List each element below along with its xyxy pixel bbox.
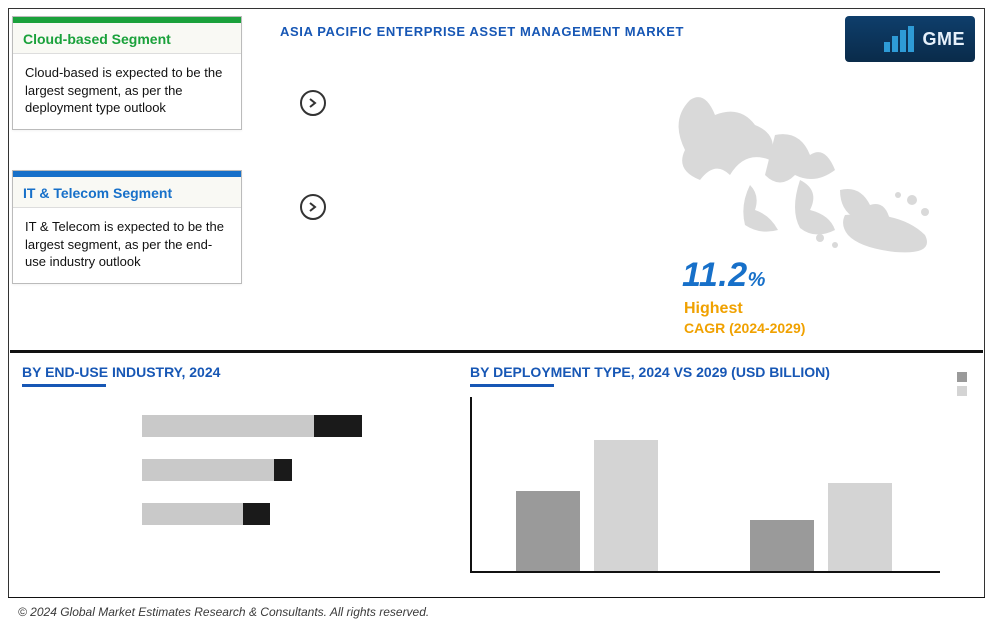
legend-swatch [957,372,967,382]
deployment-legend [957,372,973,396]
vbar-2029 [828,483,892,571]
segment-card-telecom: IT & Telecom Segment IT & Telecom is exp… [12,170,242,284]
hbar-seg-2 [243,503,269,525]
end-use-industry-chart: BY END-USE INDUSTRY, 2024 [22,364,442,525]
vbar-2024 [516,491,580,571]
hbar-row [22,415,442,437]
card-title: IT & Telecom Segment [13,177,241,208]
chevron-right-icon [300,90,326,116]
legend-swatch [957,386,967,396]
card-body-text: Cloud-based is expected to be the larges… [13,54,241,129]
chart-title: BY DEPLOYMENT TYPE, 2024 VS 2029 (USD BI… [470,364,960,380]
stacked-hbar [142,415,362,437]
legend-item [957,372,973,382]
footer-text: © 2024 Global Market Estimates Research … [18,605,429,619]
logo-text: GME [922,29,965,50]
chart-title: BY END-USE INDUSTRY, 2024 [22,364,442,380]
hbar-seg-1 [142,459,274,481]
report-title: ASIA PACIFIC ENTERPRISE ASSET MANAGEMENT… [280,24,684,39]
chevron-right-icon [300,194,326,220]
title-underline [22,384,106,387]
cagr-highest-label: Highest [684,300,743,318]
cagr-value: 11.2% [682,256,766,295]
hbar-row [22,503,442,525]
gme-logo: GME [845,16,975,62]
hbar-seg-2 [274,459,292,481]
bar-group [750,483,892,571]
logo-bars-icon [884,26,914,52]
cagr-period-label: CAGR (2024-2029) [684,320,805,336]
legend-item [957,386,973,396]
deployment-type-chart: BY DEPLOYMENT TYPE, 2024 VS 2029 (USD BI… [470,364,960,573]
stacked-hbar [142,503,270,525]
cagr-percent: % [748,269,766,291]
card-title: Cloud-based Segment [13,23,241,54]
hbar-seg-1 [142,503,243,525]
stacked-hbar [142,459,292,481]
hbar-seg-1 [142,415,314,437]
title-underline [470,384,554,387]
section-divider [10,350,983,353]
copyright-footer: © 2024 Global Market Estimates Research … [8,597,985,625]
segment-card-cloud: Cloud-based Segment Cloud-based is expec… [12,16,242,130]
vbar-2029 [594,440,658,571]
bar-group [516,440,658,571]
hbar-row [22,459,442,481]
grouped-bar-axes [470,397,940,573]
cagr-number: 11.2 [682,256,748,294]
asia-pacific-map-icon [660,80,960,260]
hbars-container [22,415,442,525]
vbar-2024 [750,520,814,571]
hbar-seg-2 [314,415,362,437]
card-body-text: IT & Telecom is expected to be the large… [13,208,241,283]
